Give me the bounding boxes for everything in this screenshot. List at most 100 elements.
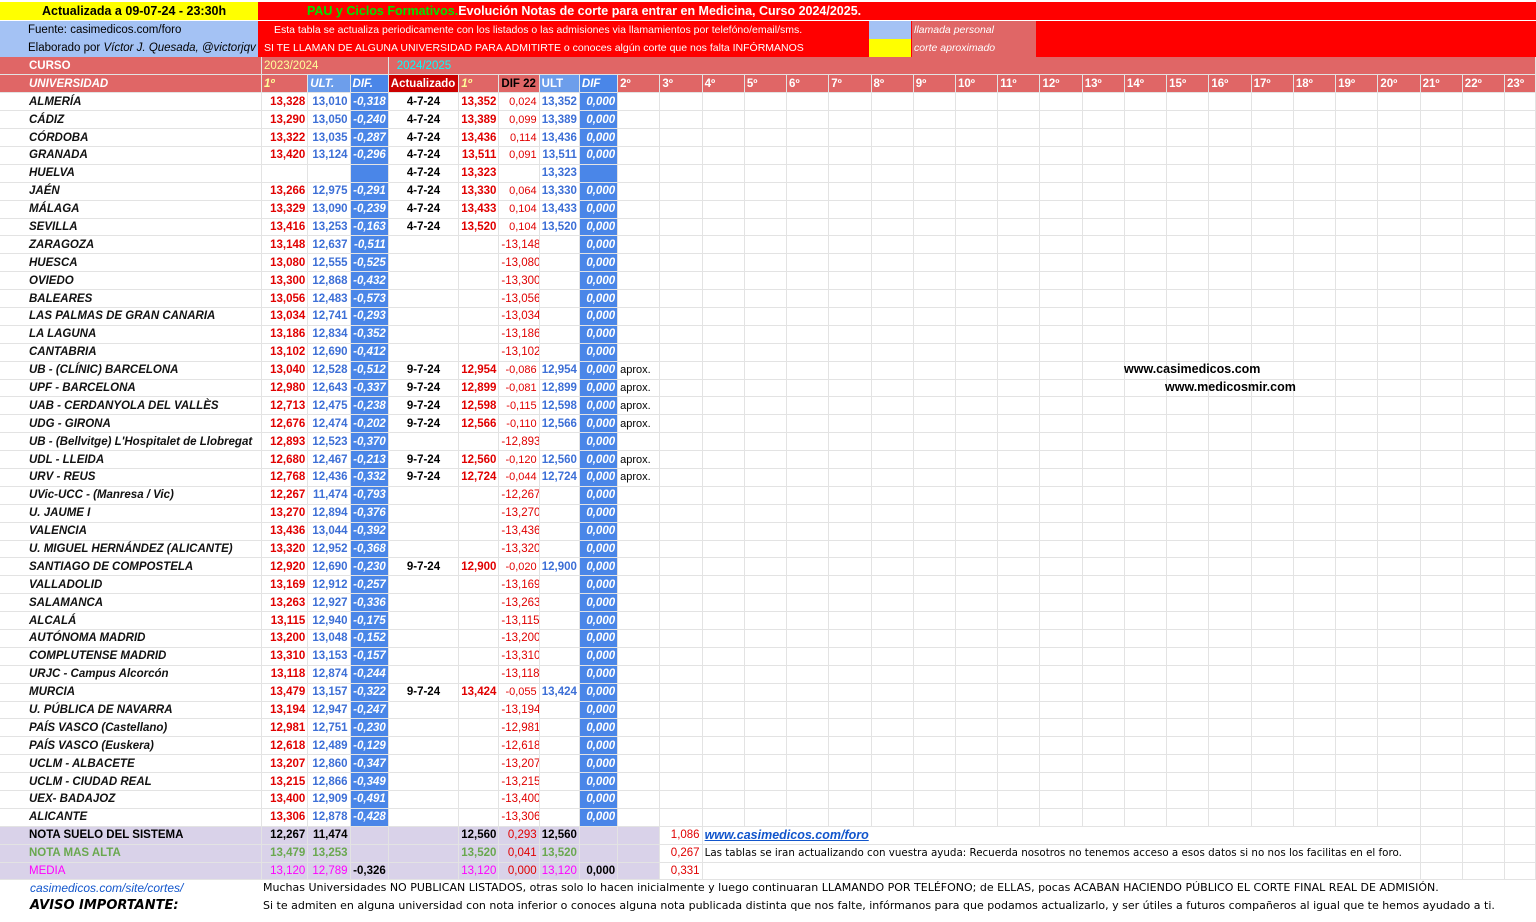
round-cell[interactable] xyxy=(1039,146,1083,165)
round-cell[interactable] xyxy=(1082,754,1125,774)
round-cell[interactable] xyxy=(1251,754,1294,774)
university-name[interactable]: VALLADOLID xyxy=(0,575,263,595)
round-cell[interactable] xyxy=(1208,575,1252,595)
round-cell[interactable] xyxy=(1377,486,1421,505)
round-cell[interactable] xyxy=(702,235,745,255)
round-cell[interactable] xyxy=(1420,432,1463,452)
round-cell[interactable] xyxy=(828,182,872,201)
round-cell[interactable] xyxy=(1082,593,1125,613)
round-cell[interactable] xyxy=(1377,200,1421,219)
first-prev[interactable]: 13,420 xyxy=(261,146,309,165)
round-cell[interactable] xyxy=(1208,361,1252,380)
dif-cur[interactable]: 0,000 xyxy=(579,325,619,344)
round-cell[interactable] xyxy=(1039,218,1083,237)
dif22[interactable]: -13,270 xyxy=(498,504,540,523)
round-cell[interactable] xyxy=(871,718,914,738)
round-2-note[interactable]: aprox. xyxy=(617,450,661,469)
round-cell[interactable] xyxy=(871,92,914,112)
round-cell[interactable] xyxy=(659,683,703,702)
ult-prev[interactable]: 12,878 xyxy=(307,808,351,827)
updated-date[interactable] xyxy=(388,522,460,541)
ult-cur[interactable] xyxy=(539,754,580,774)
round-cell[interactable] xyxy=(744,665,788,684)
round-cell[interactable] xyxy=(1504,110,1536,130)
round-cell[interactable] xyxy=(871,343,914,362)
round-cell[interactable] xyxy=(1293,235,1337,255)
round-cell[interactable] xyxy=(1420,665,1463,684)
university-name[interactable]: CÁDIZ xyxy=(0,110,263,130)
round-cell[interactable] xyxy=(1082,164,1125,183)
round-cell[interactable] xyxy=(1166,683,1210,702)
round-cell[interactable] xyxy=(786,361,830,380)
summary-first-prev[interactable]: 13,120 xyxy=(261,862,309,881)
university-name[interactable]: HUESCA xyxy=(0,253,263,273)
round-cell[interactable] xyxy=(1335,486,1379,505)
round-cell[interactable] xyxy=(955,486,999,505)
round-cell[interactable] xyxy=(913,504,956,523)
round-cell[interactable] xyxy=(1377,665,1421,684)
round-cell[interactable] xyxy=(871,218,914,237)
round-cell[interactable] xyxy=(828,307,872,326)
ult-cur[interactable] xyxy=(539,772,580,792)
dif22[interactable]: 0,099 xyxy=(498,110,540,130)
round-cell[interactable] xyxy=(955,164,999,183)
dif-cur[interactable]: 0,000 xyxy=(579,450,619,469)
round-cell[interactable] xyxy=(1082,683,1125,702)
round-cell[interactable] xyxy=(1082,772,1125,792)
round-cell[interactable] xyxy=(1039,593,1083,613)
first-cur[interactable] xyxy=(458,647,500,666)
round-cell[interactable] xyxy=(1335,379,1379,398)
round-cell[interactable] xyxy=(1082,343,1125,362)
university-name[interactable]: ALICANTE xyxy=(0,808,263,827)
dif-cur[interactable]: 0,000 xyxy=(579,504,619,523)
round-cell[interactable] xyxy=(1166,808,1210,827)
round-cell[interactable] xyxy=(1124,164,1168,183)
round-cell[interactable] xyxy=(1082,218,1125,237)
round-cell[interactable] xyxy=(702,396,745,416)
dif-prev[interactable]: -0,392 xyxy=(350,522,389,541)
ult-prev[interactable]: 12,690 xyxy=(307,557,351,577)
round-cell[interactable] xyxy=(828,289,872,308)
dif22[interactable]: -0,110 xyxy=(498,414,540,434)
dif22[interactable]: -13,186 xyxy=(498,325,540,344)
round-2-note[interactable] xyxy=(617,110,661,130)
round-cell[interactable] xyxy=(1377,182,1421,201)
round-cell[interactable] xyxy=(1293,486,1337,505)
round-cell[interactable] xyxy=(1166,396,1210,416)
round-cell[interactable] xyxy=(1208,396,1252,416)
round-cell[interactable] xyxy=(659,790,703,809)
round-cell[interactable] xyxy=(871,808,914,827)
round-cell[interactable] xyxy=(1251,540,1294,559)
round-cell[interactable] xyxy=(1377,611,1421,630)
round-cell[interactable] xyxy=(1251,647,1294,666)
university-name[interactable]: UB - (Bellvitge) L'Hospitalet de Llobreg… xyxy=(0,432,263,452)
round-cell[interactable] xyxy=(913,701,956,720)
round-cell[interactable] xyxy=(1504,146,1536,165)
university-name[interactable]: URV - REUS xyxy=(0,468,263,487)
round-cell[interactable] xyxy=(1335,325,1379,344)
round-cell[interactable] xyxy=(744,736,788,756)
round-cell[interactable] xyxy=(702,557,745,577)
ult-prev[interactable]: 13,035 xyxy=(307,128,351,147)
first-prev[interactable]: 13,328 xyxy=(261,92,309,112)
round-2-note[interactable] xyxy=(617,146,661,165)
dif-cur[interactable]: 0,000 xyxy=(579,343,619,362)
round-cell[interactable] xyxy=(1082,575,1125,595)
first-cur[interactable] xyxy=(458,486,500,505)
updated-date[interactable] xyxy=(388,808,460,827)
round-cell[interactable] xyxy=(913,235,956,255)
round-cell[interactable] xyxy=(1039,754,1083,774)
round-cell[interactable] xyxy=(1039,307,1083,326)
updated-date[interactable]: 9-7-24 xyxy=(388,414,460,434)
summary-ult-cur[interactable]: 12,560 xyxy=(539,826,580,845)
round-cell[interactable] xyxy=(1251,218,1294,237)
round-cell[interactable] xyxy=(1462,307,1506,326)
round-cell[interactable] xyxy=(997,128,1041,147)
university-name[interactable]: LA LAGUNA xyxy=(0,325,263,344)
first-prev[interactable]: 12,920 xyxy=(261,557,309,577)
col-dif-cur[interactable]: DIF xyxy=(579,74,619,94)
round-cell[interactable] xyxy=(1420,575,1463,595)
dif22[interactable]: 0,024 xyxy=(498,92,540,112)
round-2-note[interactable] xyxy=(617,647,661,666)
round-cell[interactable] xyxy=(1377,343,1421,362)
